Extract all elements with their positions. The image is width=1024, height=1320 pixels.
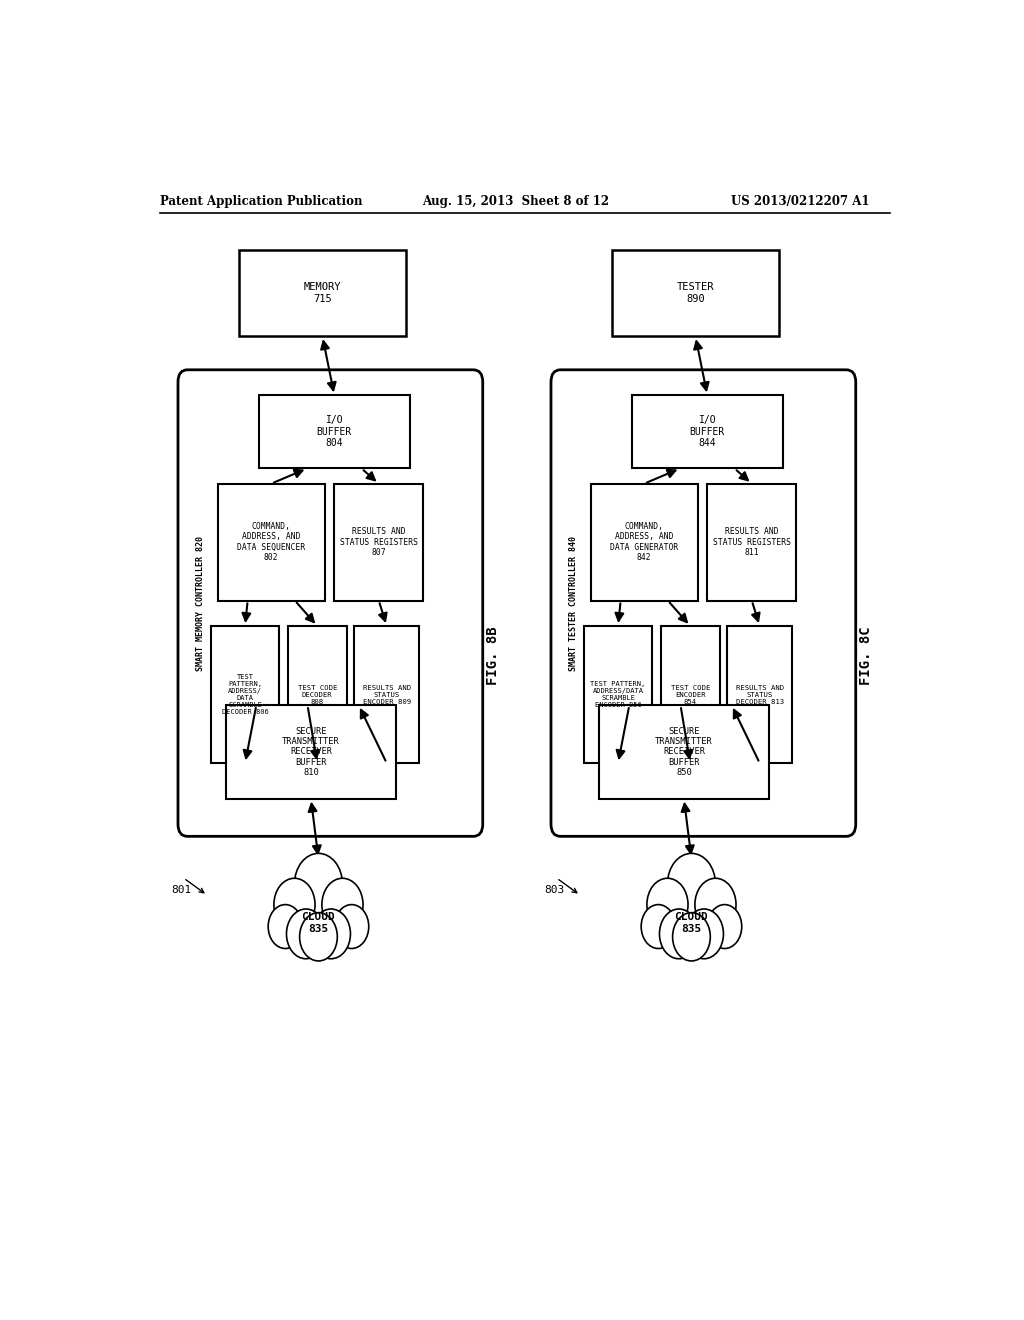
Bar <box>354 626 419 763</box>
Text: FIG. 8B: FIG. 8B <box>486 627 500 685</box>
Bar <box>727 626 793 763</box>
Circle shape <box>685 909 723 958</box>
Text: I/O
BUFFER
804: I/O BUFFER 804 <box>316 416 352 449</box>
Text: 803: 803 <box>545 886 565 895</box>
Text: 801: 801 <box>172 886 191 895</box>
Text: SECURE
TRANSMITTER
RECEIVER
BUFFER
810: SECURE TRANSMITTER RECEIVER BUFFER 810 <box>282 727 340 777</box>
Bar <box>259 395 410 469</box>
Text: RESULTS AND
STATUS
DECODER 813: RESULTS AND STATUS DECODER 813 <box>735 685 783 705</box>
Bar <box>708 483 797 601</box>
Circle shape <box>647 878 688 931</box>
Bar <box>612 249 779 337</box>
Text: RESULTS AND
STATUS REGISTERS
811: RESULTS AND STATUS REGISTERS 811 <box>713 527 791 557</box>
Text: I/O
BUFFER
844: I/O BUFFER 844 <box>690 416 725 449</box>
FancyBboxPatch shape <box>178 370 482 837</box>
Text: COMMAND,
ADDRESS, AND
DATA SEQUENCER
802: COMMAND, ADDRESS, AND DATA SEQUENCER 802 <box>238 521 305 562</box>
Circle shape <box>295 853 342 915</box>
Text: US 2013/0212207 A1: US 2013/0212207 A1 <box>731 194 869 207</box>
Text: TESTER
890: TESTER 890 <box>677 282 714 304</box>
Circle shape <box>273 878 315 931</box>
Bar <box>660 626 720 763</box>
Text: MEMORY
715: MEMORY 715 <box>304 282 341 304</box>
Circle shape <box>641 904 676 949</box>
Text: COMMAND,
ADDRESS, AND
DATA GENERATOR
842: COMMAND, ADDRESS, AND DATA GENERATOR 842 <box>610 521 678 562</box>
Text: TEST PATTERN,
ADDRESS/DATA
SCRAMBLE
ENCODER 856: TEST PATTERN, ADDRESS/DATA SCRAMBLE ENCO… <box>591 681 646 708</box>
Text: RESULTS AND
STATUS REGISTERS
807: RESULTS AND STATUS REGISTERS 807 <box>340 527 418 557</box>
Circle shape <box>659 909 698 958</box>
Circle shape <box>668 853 716 915</box>
Text: CLOUD
835: CLOUD 835 <box>675 912 709 933</box>
Circle shape <box>287 909 326 958</box>
Circle shape <box>695 878 736 931</box>
Circle shape <box>322 878 364 931</box>
Text: SMART TESTER CONTROLLER 840: SMART TESTER CONTROLLER 840 <box>568 536 578 671</box>
Text: TEST CODE
ENCODER
854: TEST CODE ENCODER 854 <box>671 685 710 705</box>
Text: SECURE
TRANSMITTER
RECEIVER
BUFFER
850: SECURE TRANSMITTER RECEIVER BUFFER 850 <box>655 727 713 777</box>
Text: TEST CODE
DECODER
808: TEST CODE DECODER 808 <box>298 685 337 705</box>
Bar <box>288 626 347 763</box>
Bar <box>218 483 325 601</box>
Bar <box>225 705 396 799</box>
Text: CLOUD
835: CLOUD 835 <box>302 912 335 933</box>
Circle shape <box>268 904 302 949</box>
Circle shape <box>311 909 350 958</box>
Bar <box>599 705 769 799</box>
Text: FIG. 8C: FIG. 8C <box>859 627 873 685</box>
Text: Patent Application Publication: Patent Application Publication <box>160 194 362 207</box>
Text: Aug. 15, 2013  Sheet 8 of 12: Aug. 15, 2013 Sheet 8 of 12 <box>422 194 608 207</box>
Bar <box>240 249 406 337</box>
Text: SMART MEMORY CONTROLLER 820: SMART MEMORY CONTROLLER 820 <box>196 536 205 671</box>
Circle shape <box>708 904 741 949</box>
Circle shape <box>673 912 711 961</box>
Circle shape <box>335 904 369 949</box>
Bar <box>632 395 782 469</box>
Bar <box>334 483 423 601</box>
Bar <box>585 626 652 763</box>
Bar <box>211 626 279 763</box>
Text: RESULTS AND
STATUS
ENCODER 809: RESULTS AND STATUS ENCODER 809 <box>362 685 411 705</box>
Text: TEST
PATTERN,
ADDRESS/
DATA
SCRAMBLE
DECODER 806: TEST PATTERN, ADDRESS/ DATA SCRAMBLE DEC… <box>221 675 268 715</box>
Circle shape <box>300 912 337 961</box>
Bar <box>591 483 697 601</box>
FancyBboxPatch shape <box>551 370 856 837</box>
